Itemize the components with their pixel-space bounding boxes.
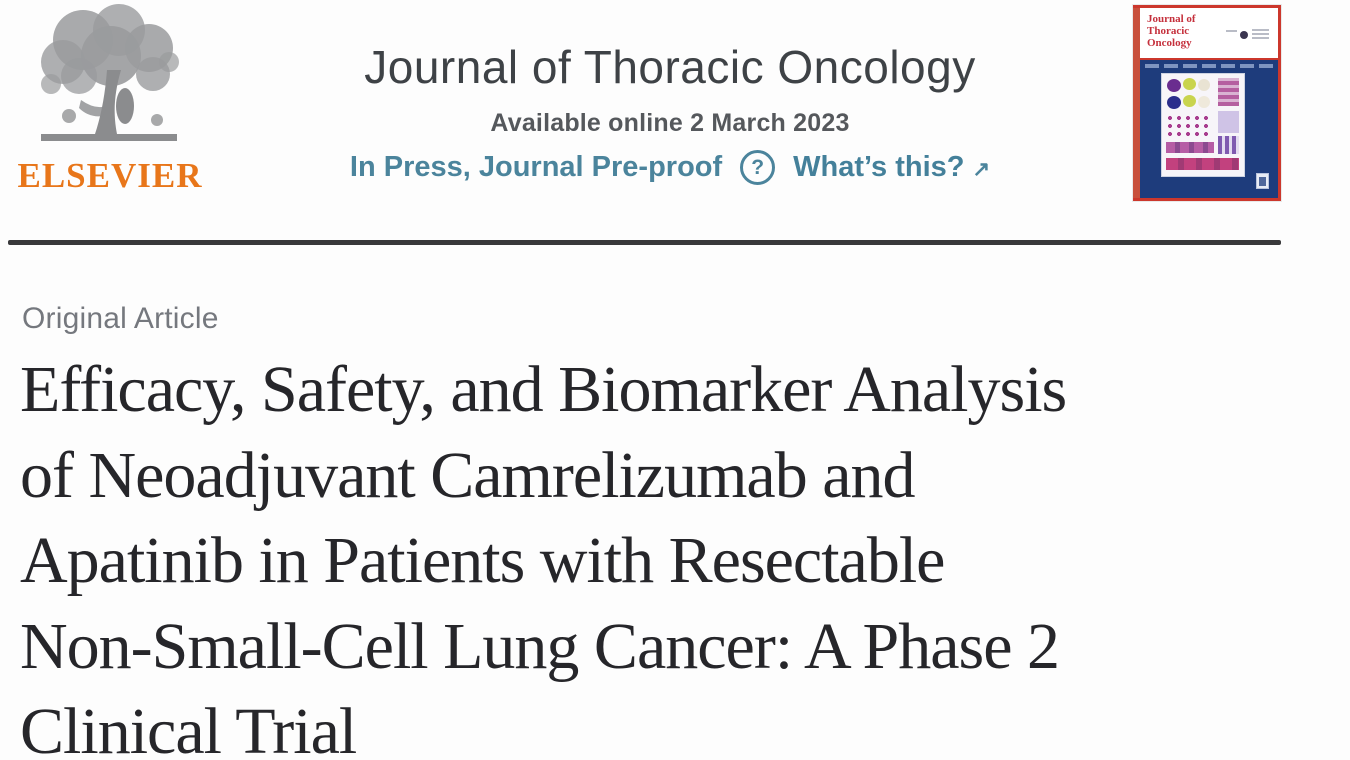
cover-figure-blob: [1218, 111, 1239, 133]
article-type-label: Original Article: [22, 302, 219, 335]
article-title-line: Non-Small-Cell Lung Cancer: A Phase 2: [20, 609, 1060, 683]
cover-spine: [1133, 8, 1140, 198]
article-title-line: Efficacy, Safety, and Biomarker Analysis: [20, 353, 1067, 426]
elsevier-tree-icon: [41, 4, 179, 141]
cover-inner: Journal of Thoracic Oncology: [1140, 8, 1278, 198]
cover-figure-blob: [1218, 78, 1239, 106]
whats-this-link[interactable]: What’s this? ↗: [793, 151, 990, 184]
cover-journal-title: Journal of Thoracic Oncology: [1147, 13, 1276, 49]
cover-body: [1140, 60, 1278, 198]
cover-publisher-logo: [1256, 173, 1269, 189]
cover-figure-blob: [1167, 79, 1181, 92]
cover-figure-panel: [1162, 74, 1244, 176]
elsevier-wordmark: ELSEVIER: [17, 156, 203, 195]
cover-figure-blob: [1183, 78, 1196, 90]
press-status-row: In Press, Journal Pre-proof ? What’s thi…: [320, 150, 1020, 185]
cover-title-line: Thoracic: [1147, 25, 1190, 37]
journal-cover-thumbnail[interactable]: Journal of Thoracic Oncology: [1133, 5, 1281, 201]
article-title-line: Apatinib in Patients with Resectable: [20, 524, 945, 597]
article-title-line: Clinical Trial: [20, 695, 357, 760]
journal-title-link[interactable]: Journal of Thoracic Oncology: [364, 41, 976, 93]
cover-title-line: Journal of: [1147, 13, 1196, 25]
available-online-date: Available online 2 March 2023: [490, 109, 850, 137]
header-divider: [8, 240, 1281, 245]
cover-header: Journal of Thoracic Oncology: [1140, 8, 1278, 60]
cover-title-line: Oncology: [1147, 37, 1192, 49]
question-mark-glyph: ?: [751, 155, 765, 179]
cover-figure-blob: [1183, 95, 1196, 107]
cover-figure-blob: [1198, 79, 1210, 91]
cover-figure-blob: [1166, 158, 1239, 170]
in-press-label: In Press, Journal Pre-proof: [349, 151, 723, 183]
cover-figure-blob: [1166, 142, 1214, 153]
external-link-arrow-icon: ↗: [972, 158, 991, 181]
help-question-icon[interactable]: ?: [740, 150, 776, 185]
cover-issue-info: [1145, 64, 1273, 68]
article-title-line: of Neoadjuvant Camrelizumab and: [20, 438, 916, 512]
cover-figure-blob: [1218, 136, 1239, 154]
journal-header: Journal of Thoracic Oncology Available o…: [320, 40, 1020, 185]
cover-figure-blob: [1198, 96, 1210, 108]
cover-figure-blob: [1166, 114, 1212, 138]
article-title: Efficacy, Safety, and Biomarker Analysis…: [20, 347, 1335, 760]
elsevier-logo[interactable]: ELSEVIER: [14, 4, 206, 196]
cover-association-logo: [1226, 28, 1270, 42]
whats-this-label: What’s this?: [793, 151, 965, 183]
cover-figure-blob: [1167, 96, 1181, 109]
